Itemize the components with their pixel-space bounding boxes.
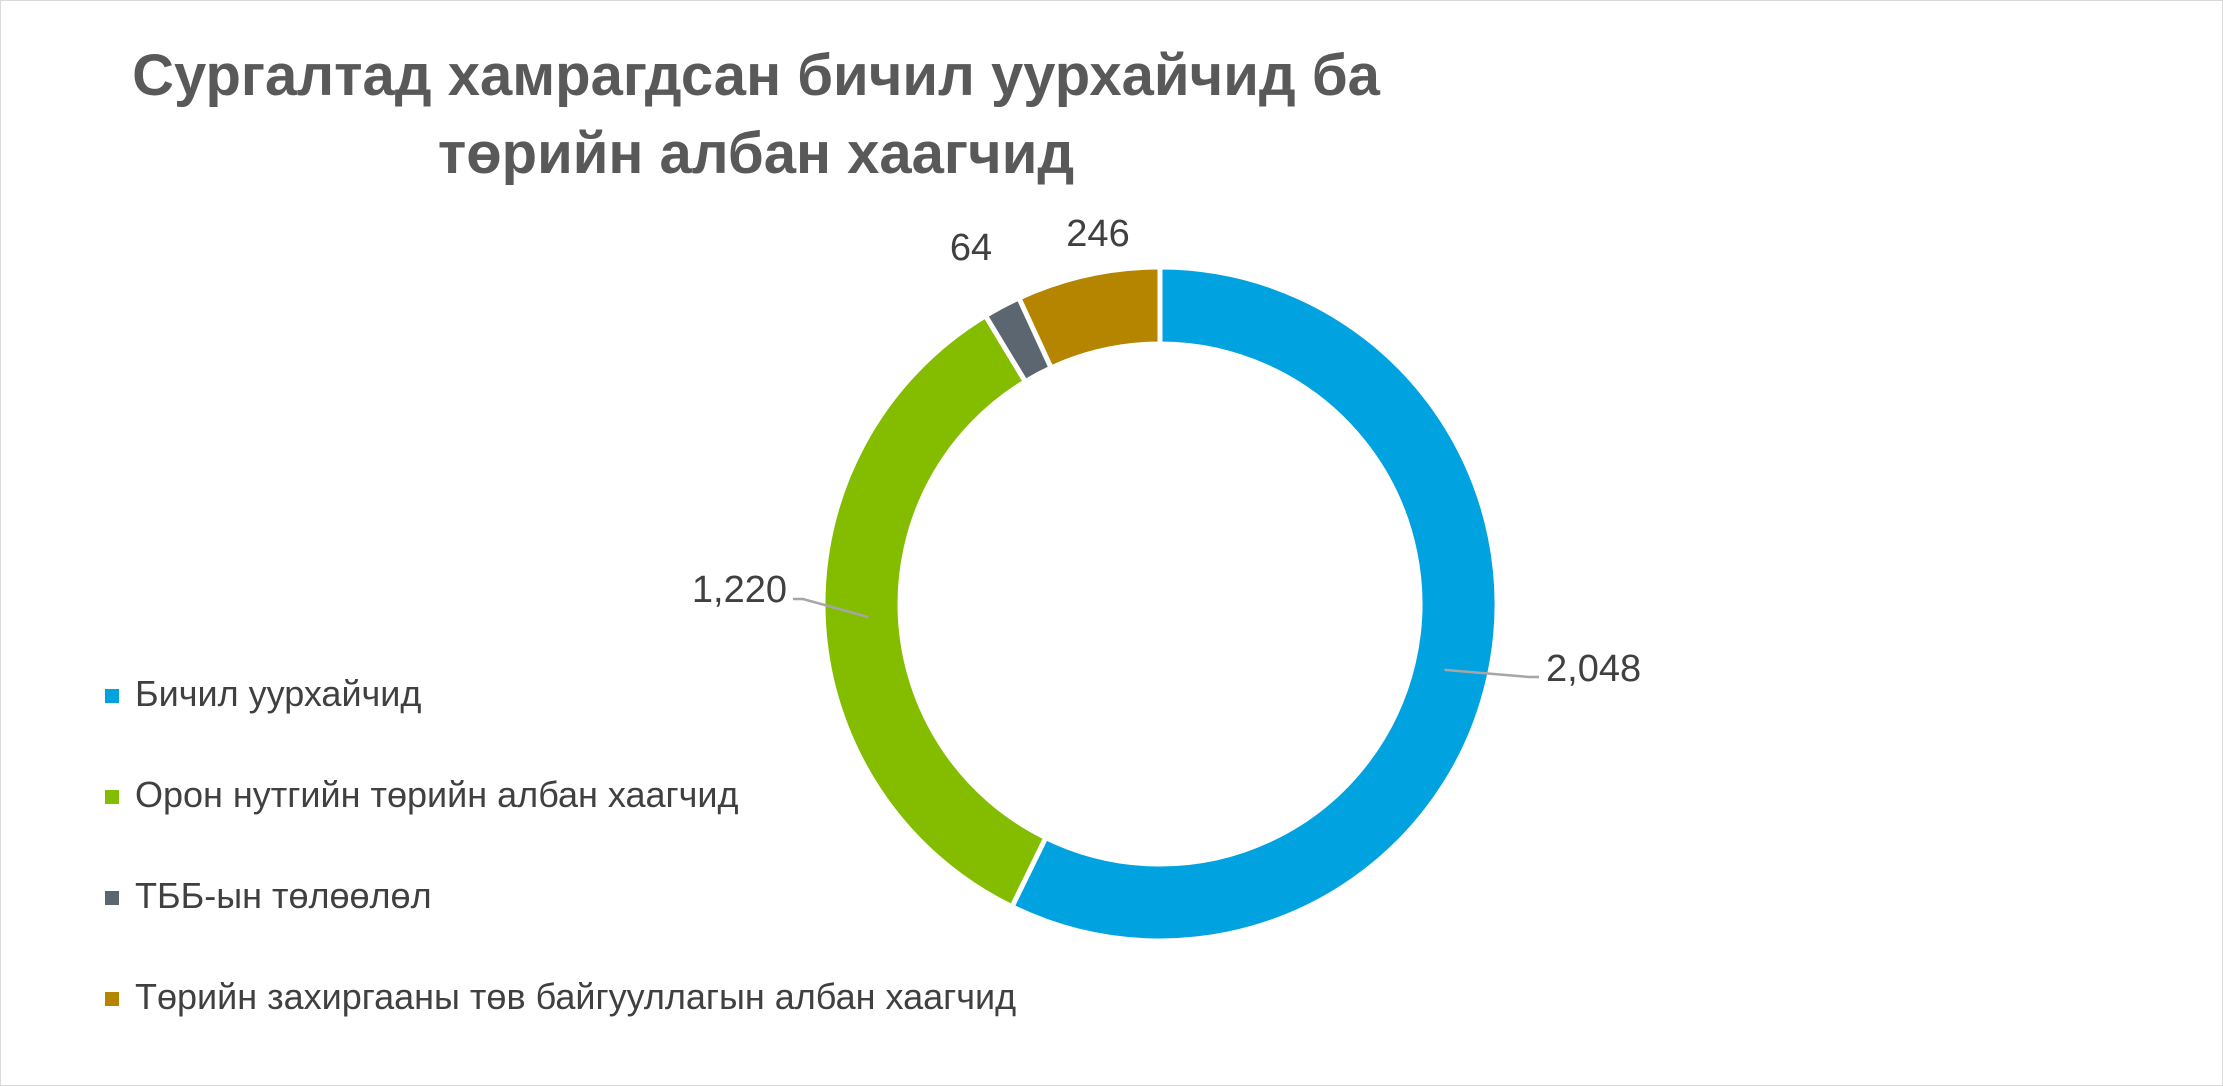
legend-label: Бичил уурхайчид: [135, 673, 422, 714]
data-label: 246: [1066, 213, 1129, 255]
legend-label: Төрийн захиргааны төв байгууллагын албан…: [135, 976, 1017, 1017]
donut-slice: [820, 312, 1050, 911]
leader-line: [1444, 668, 1539, 679]
legend-swatch: [105, 891, 119, 905]
legend-item: Орон нутгийн төрийн албан хаагчид: [105, 770, 739, 820]
data-label: 64: [950, 227, 992, 269]
data-labels: 2,048 1,220 64 246: [692, 213, 1641, 690]
data-label: 2,048: [1546, 648, 1641, 690]
chart-title-line-2: төрийн албан хаагчид: [437, 121, 1075, 186]
legend-swatch: [105, 689, 119, 703]
legend-item: Төрийн захиргааны төв байгууллагын албан…: [105, 972, 1035, 1022]
donut-slice: [1008, 264, 1500, 944]
legend-item: Бичил уурхайчид: [105, 669, 421, 719]
legend-label: ТББ-ын төлөөлөл: [135, 875, 432, 916]
chart-title-line-1: Сургалтад хамрагдсан бичил уурхайчид ба: [132, 43, 1380, 108]
chart-title: Сургалтад хамрагдсан бичил уурхайчид ба …: [1, 37, 1511, 193]
data-label: 1,220: [692, 569, 787, 611]
legend-swatch: [105, 790, 119, 804]
leader-lines: [793, 597, 1539, 679]
donut-slices: [820, 264, 1500, 944]
legend-label: Орон нутгийн төрийн албан хаагчид: [135, 774, 739, 815]
leader-line: [793, 597, 869, 619]
legend-swatch: [105, 992, 119, 1006]
donut-slice: [1015, 264, 1163, 372]
legend-item: ТББ-ын төлөөлөл: [105, 871, 432, 921]
